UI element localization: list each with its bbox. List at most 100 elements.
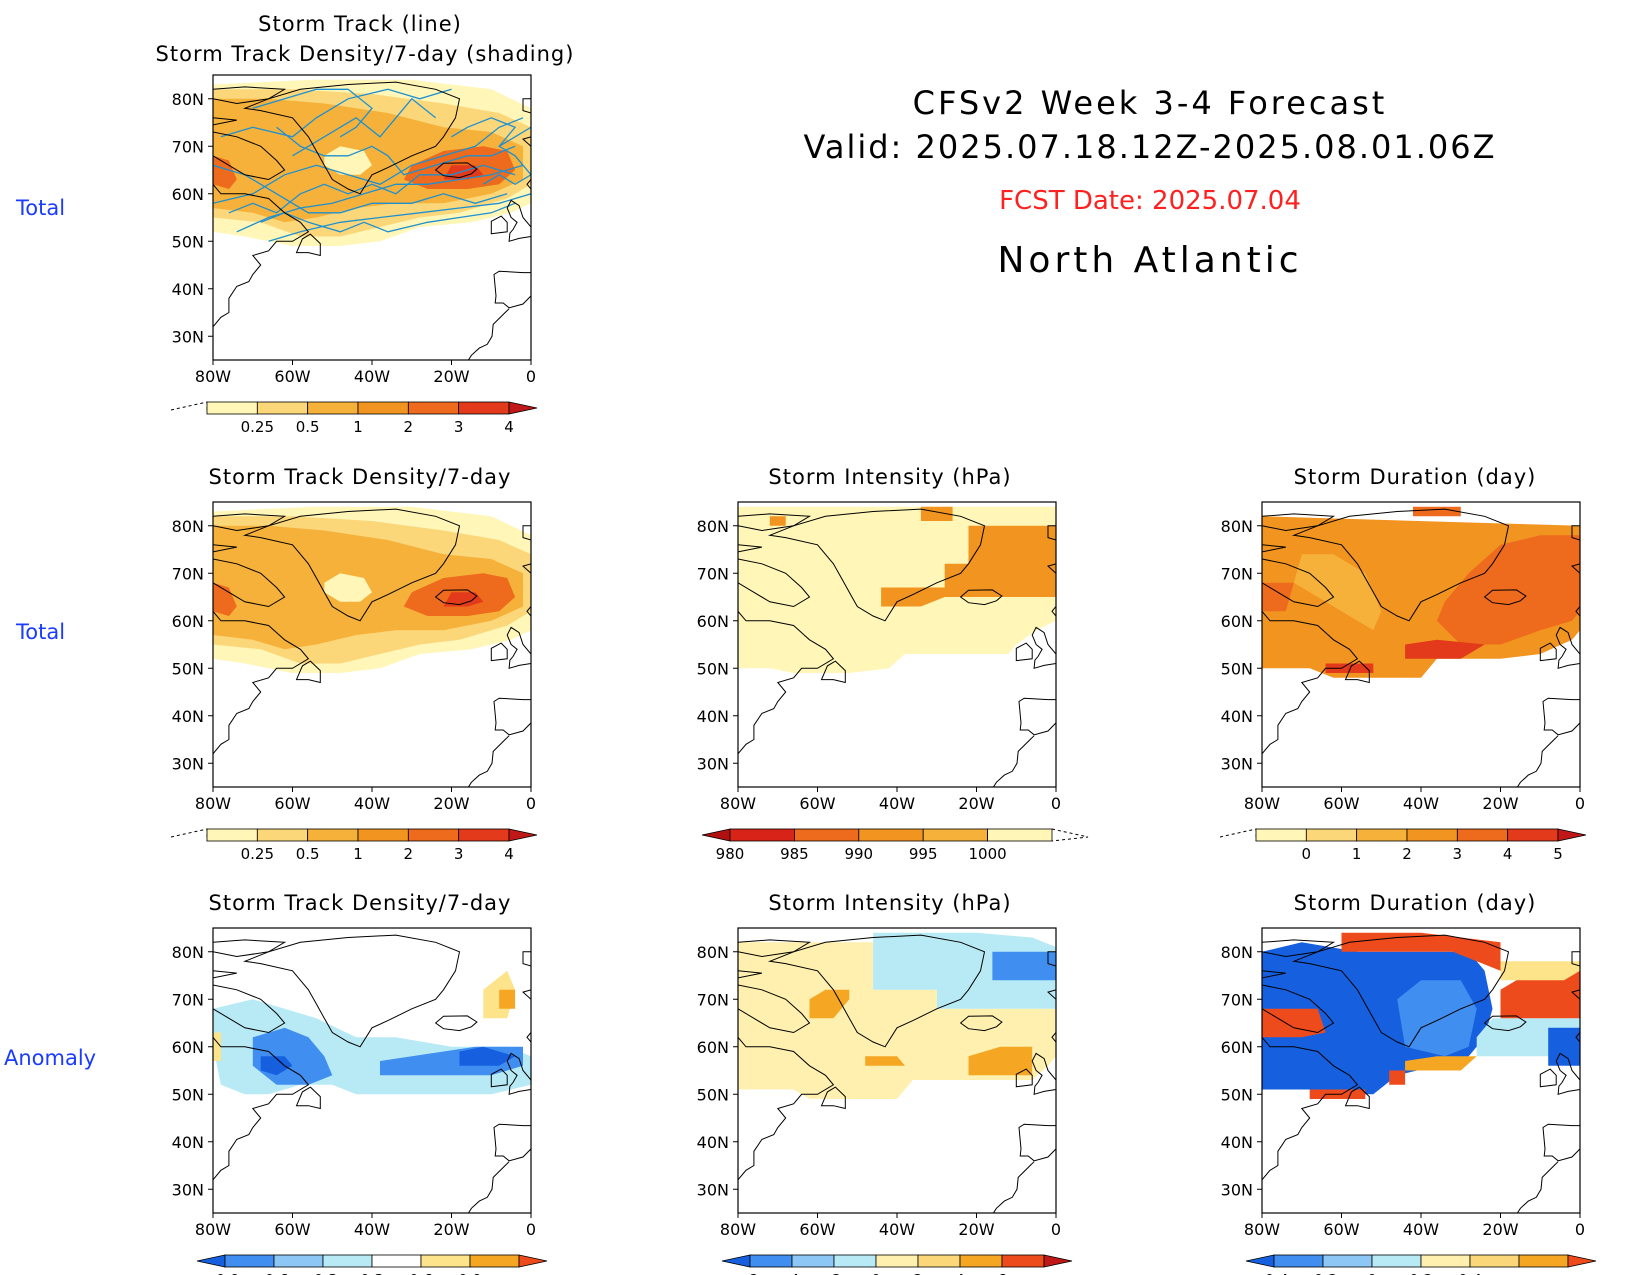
lon-tick-label: 80W xyxy=(1244,1220,1280,1239)
colorbar-label: -0.6 xyxy=(259,1271,288,1275)
coastline-devon xyxy=(738,970,762,979)
field-region xyxy=(992,951,1056,981)
coastline-scandinavia xyxy=(1570,563,1580,574)
colorbar-label: 0.2 xyxy=(1409,1271,1433,1275)
lon-tick-label: 20W xyxy=(958,1220,994,1239)
colorbar-label: 1 xyxy=(353,845,363,863)
coastline-britain xyxy=(1031,1052,1056,1095)
colorbar-label: 0.5 xyxy=(296,418,320,436)
coastline-africa xyxy=(1516,1161,1559,1213)
lon-tick-label: 60W xyxy=(274,794,310,813)
colorbar-segment xyxy=(1305,828,1358,842)
colorbar-segment xyxy=(458,401,510,415)
coastline-svalbard xyxy=(522,951,531,967)
lon-tick-label: 20W xyxy=(433,367,469,386)
lat-tick-label: 30N xyxy=(172,754,204,773)
map-duration-anom: 80W 60W 40W 20W 0 80N 70N 60N 50N 40N 30N -0.4 -0.2 0… xyxy=(1221,927,1597,1275)
colorbar-label: 4 xyxy=(1503,845,1513,863)
colorbar-segment xyxy=(407,828,460,842)
field-region xyxy=(1500,961,1580,981)
colorbar-label: 0.6 xyxy=(409,1271,433,1275)
colorbar-density-anom: -0.9 -0.6 -0.3 0.3 0.6 0.9 xyxy=(196,1254,548,1275)
lon-tick-label: 60W xyxy=(1323,794,1359,813)
colorbar-segment xyxy=(357,828,409,842)
coastline-devon xyxy=(738,544,762,553)
colorbar-segment xyxy=(1567,1254,1597,1268)
colorbar-segment xyxy=(469,1254,520,1268)
panel-title-density-total: Storm Track Density/7-day xyxy=(208,465,512,489)
coastline-devon xyxy=(1262,970,1286,979)
lon-tick-label: 0 xyxy=(1575,794,1585,813)
storm-track xyxy=(213,117,524,204)
lon-tick-label: 40W xyxy=(879,1220,915,1239)
coastline-iceland xyxy=(434,162,478,179)
coastline-newfoundland xyxy=(295,660,321,684)
coastline-ellesmere xyxy=(213,513,287,532)
row-label-anomaly: Anomaly xyxy=(4,1046,97,1070)
coastline-ireland xyxy=(1015,1068,1033,1088)
coastline-labrador xyxy=(738,610,835,755)
coastline-labrador xyxy=(213,610,310,755)
lat-tick-label: 80N xyxy=(697,517,729,536)
coastline-iceland xyxy=(959,589,1003,606)
field-region xyxy=(1293,554,1382,631)
coastline-britain xyxy=(506,1052,531,1095)
colorbar-density-total: 0.25 0.5 1 2 3 4 xyxy=(170,828,538,863)
lon-tick-label: 0 xyxy=(1051,1220,1061,1239)
coastline-devon xyxy=(213,544,237,553)
colorbar-segment xyxy=(917,1254,961,1268)
field-region xyxy=(809,989,850,1019)
lon-tick-label: 0 xyxy=(1051,794,1061,813)
coastline-scandinavia xyxy=(521,136,531,147)
lon-tick-label: 20W xyxy=(1482,794,1518,813)
lat-tick-label: 30N xyxy=(172,1180,204,1199)
coastline-labrador xyxy=(1262,610,1359,755)
colorbar-label: -4 xyxy=(785,1271,800,1275)
field-region xyxy=(769,516,786,526)
field-region xyxy=(1262,1008,1326,1038)
lat-tick-label: 60N xyxy=(697,1038,729,1057)
storm-track xyxy=(292,97,437,157)
field-region xyxy=(459,1046,516,1066)
map-intensity-anom: 80W 60W 40W 20W 0 80N 70N 60N 50N 40N 30N -6 -4 -2 0 2 4… xyxy=(697,927,1073,1275)
colorbar-label: -2 xyxy=(827,1271,842,1275)
fcst-date: FCST Date: 2025.07.04 xyxy=(999,186,1301,216)
colorbar-label: 2 xyxy=(913,1271,923,1275)
coastline-greenland xyxy=(242,81,461,195)
colorbar-segment xyxy=(508,828,538,842)
lon-tick-label: 60W xyxy=(274,367,310,386)
field-region xyxy=(213,155,237,189)
coastline-scandinavia xyxy=(521,989,531,1000)
colorbar-intensity-total: 980 985 990 995 1000 xyxy=(701,828,1089,863)
coastline-ireland xyxy=(490,1068,508,1088)
coastline-svalbard xyxy=(522,98,531,114)
lat-tick-label: 70N xyxy=(1221,564,1253,583)
lat-tick-label: 60N xyxy=(172,612,204,631)
lat-tick-label: 80N xyxy=(1221,517,1253,536)
colorbar-segment xyxy=(357,401,409,415)
coastline-newfoundland xyxy=(295,233,321,257)
storm-track xyxy=(252,88,373,138)
colorbar-segment xyxy=(518,1254,548,1268)
coastline-ellesmere xyxy=(213,86,287,105)
field-region xyxy=(213,582,237,616)
coastline-iberia xyxy=(493,697,531,736)
lon-tick-label: 60W xyxy=(274,1220,310,1239)
coastline-ellesmere xyxy=(738,513,812,532)
map-density-anom: 80W60W40W20W080N70N60N50N40N30N-0.9-0.6-… xyxy=(172,927,548,1275)
field-region xyxy=(1405,639,1485,659)
colorbar-segment xyxy=(1557,828,1587,842)
storm-track xyxy=(228,164,516,214)
lat-tick-label: 40N xyxy=(172,1133,204,1152)
lon-tick-label: 20W xyxy=(433,1220,469,1239)
lon-tick-label: 80W xyxy=(195,794,231,813)
colorbar-label: 0.9 xyxy=(458,1271,482,1275)
coastline-iceland xyxy=(434,589,478,606)
colorbar-segment xyxy=(407,401,460,415)
lon-tick-label: 40W xyxy=(354,794,390,813)
coastline-newfoundland xyxy=(820,1086,846,1110)
coastline-baffin xyxy=(213,558,286,608)
colorbar-segment xyxy=(701,828,731,842)
lat-tick-label: 70N xyxy=(172,137,204,156)
field-region xyxy=(324,146,372,175)
